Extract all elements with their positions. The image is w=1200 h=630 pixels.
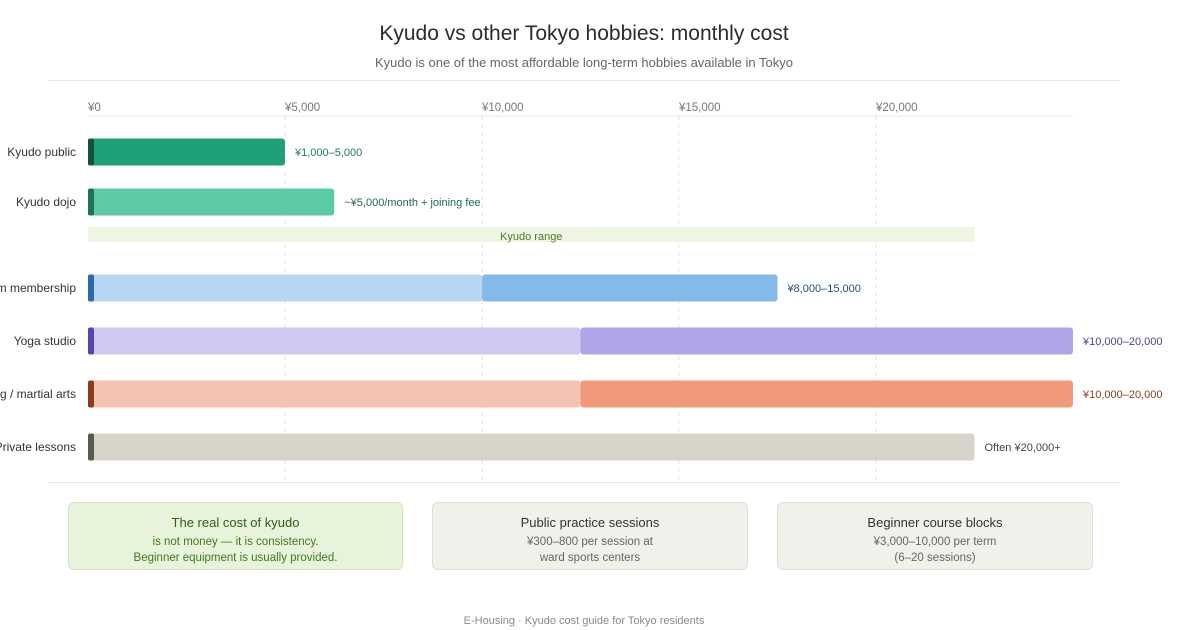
bar [88,138,285,166]
bar [88,188,335,216]
bar-base-segment [88,433,975,461]
header-divider [48,80,1120,81]
category-label: Yoga studio [14,334,77,348]
category-label: Kyudo public [7,145,76,159]
bar-accent [88,274,94,302]
category-label: Boxing / martial arts [0,387,76,401]
card-text: is not money — it is consistency. [152,536,319,548]
card-text: (6–20 sessions) [894,552,976,564]
bar-range-segment [580,327,1073,355]
x-tick-label: ¥15,000 [678,102,721,114]
bar-base-segment [88,274,482,302]
category-label: Private lessons [0,440,76,454]
card-beginner-course: Beginner course blocks ¥3,000–10,000 per… [777,502,1093,570]
x-tick-label: ¥5,000 [284,102,320,114]
bar-accent [88,327,94,355]
kyudo-range-band [88,227,975,242]
bar-accent [88,433,94,461]
card-title: Public practice sessions [520,515,660,530]
card-public-sessions: Public practice sessions ¥300–800 per se… [432,502,748,570]
bar-range-segment [482,274,778,302]
footer-divider [48,482,1120,483]
bar-accent [88,380,94,408]
value-label: ¥1,000–5,000 [294,147,362,159]
card-text: Beginner equipment is usually provided. [133,552,338,564]
x-tick-label: ¥20,000 [875,102,918,114]
value-label: ¥8,000–15,000 [787,283,861,295]
x-tick-label: ¥10,000 [481,102,524,114]
card-text: ¥300–800 per session at [527,536,653,548]
bar-accent [88,188,94,216]
x-tick-label: ¥0 [87,102,101,114]
card-title: Beginner course blocks [867,515,1003,530]
chart-title: Kyudo vs other Tokyo hobbies: monthly co… [379,22,789,45]
bar-accent [88,138,94,166]
value-label: ¥10,000–20,000 [1082,389,1163,401]
value-label: ~¥5,000/month + joining fee [344,197,480,209]
bar-base-segment [88,327,581,355]
value-label: ¥10,000–20,000 [1082,336,1163,348]
footer-credit: E-Housing · Kyudo cost guide for Tokyo r… [463,615,705,627]
bar-range-segment [580,380,1073,408]
chart-subtitle: Kyudo is one of the most affordable long… [375,55,793,70]
band-label: Kyudo range [500,231,562,243]
cost-bar-chart: ¥0 ¥5,000 ¥10,000 ¥15,000 ¥20,000 Kyudo range… [0,102,1163,480]
value-label: Often ¥20,000+ [985,442,1061,454]
card-text: ward sports centers [539,552,641,564]
category-label: Gym membership [0,281,76,295]
bar-base-segment [88,380,581,408]
card-real-cost: The real cost of kyudo is not money — it… [68,502,403,570]
card-text: ¥3,000–10,000 per term [873,536,997,548]
card-title: The real cost of kyudo [171,515,300,530]
category-label: Kyudo dojo [16,195,76,209]
